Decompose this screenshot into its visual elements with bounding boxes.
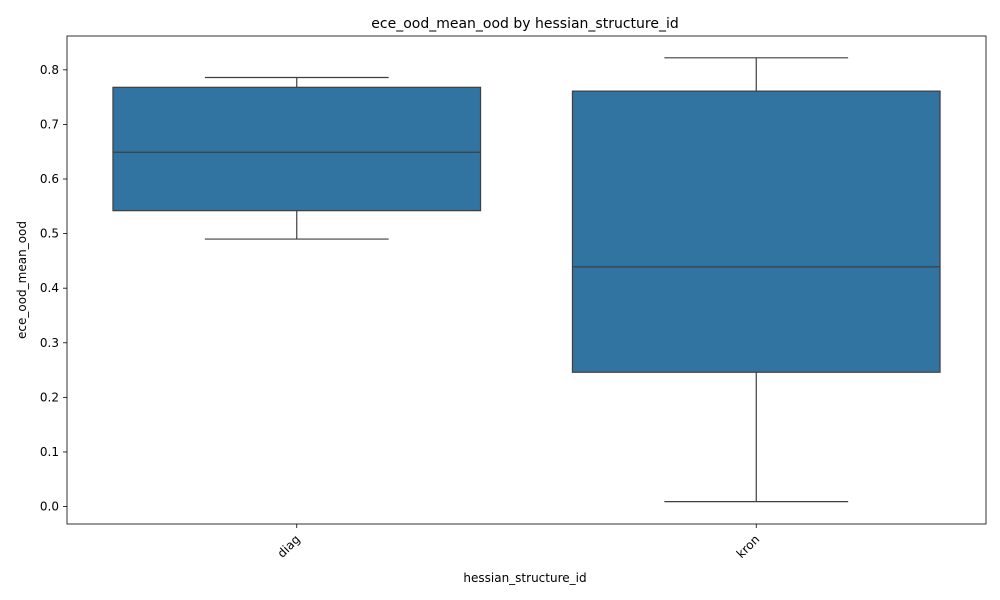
y-tick-label: 0.8 xyxy=(40,63,59,77)
iqr-box xyxy=(112,86,482,212)
y-tick-label: 0.7 xyxy=(40,117,59,131)
y-axis: 0.0 0.1 0.2 0.3 0.4 0.5 0.6 0.7 0.8 xyxy=(40,63,67,514)
x-axis: diag kron xyxy=(275,524,763,561)
y-tick-label: 0.2 xyxy=(40,390,59,404)
y-tick-label: 0.1 xyxy=(40,445,59,459)
chart-title: ece_ood_mean_ood by hessian_structure_id xyxy=(371,16,678,32)
box-diag xyxy=(112,76,482,240)
y-tick-label: 0.5 xyxy=(40,227,59,241)
y-axis-label: ece_ood_mean_ood xyxy=(15,221,29,339)
y-tick-label: 0.4 xyxy=(40,281,59,295)
iqr-box xyxy=(571,90,941,373)
y-tick-label: 0.3 xyxy=(40,336,59,350)
y-tick-label: 0.0 xyxy=(40,500,59,514)
plot-area xyxy=(112,57,941,503)
x-axis-label: hessian_structure_id xyxy=(463,571,586,585)
y-tick-label: 0.6 xyxy=(40,172,59,186)
x-tick-label-kron: kron xyxy=(734,532,763,561)
box-kron xyxy=(571,57,941,503)
axes-frame xyxy=(66,35,987,525)
x-tick-label-diag: diag xyxy=(275,532,303,560)
